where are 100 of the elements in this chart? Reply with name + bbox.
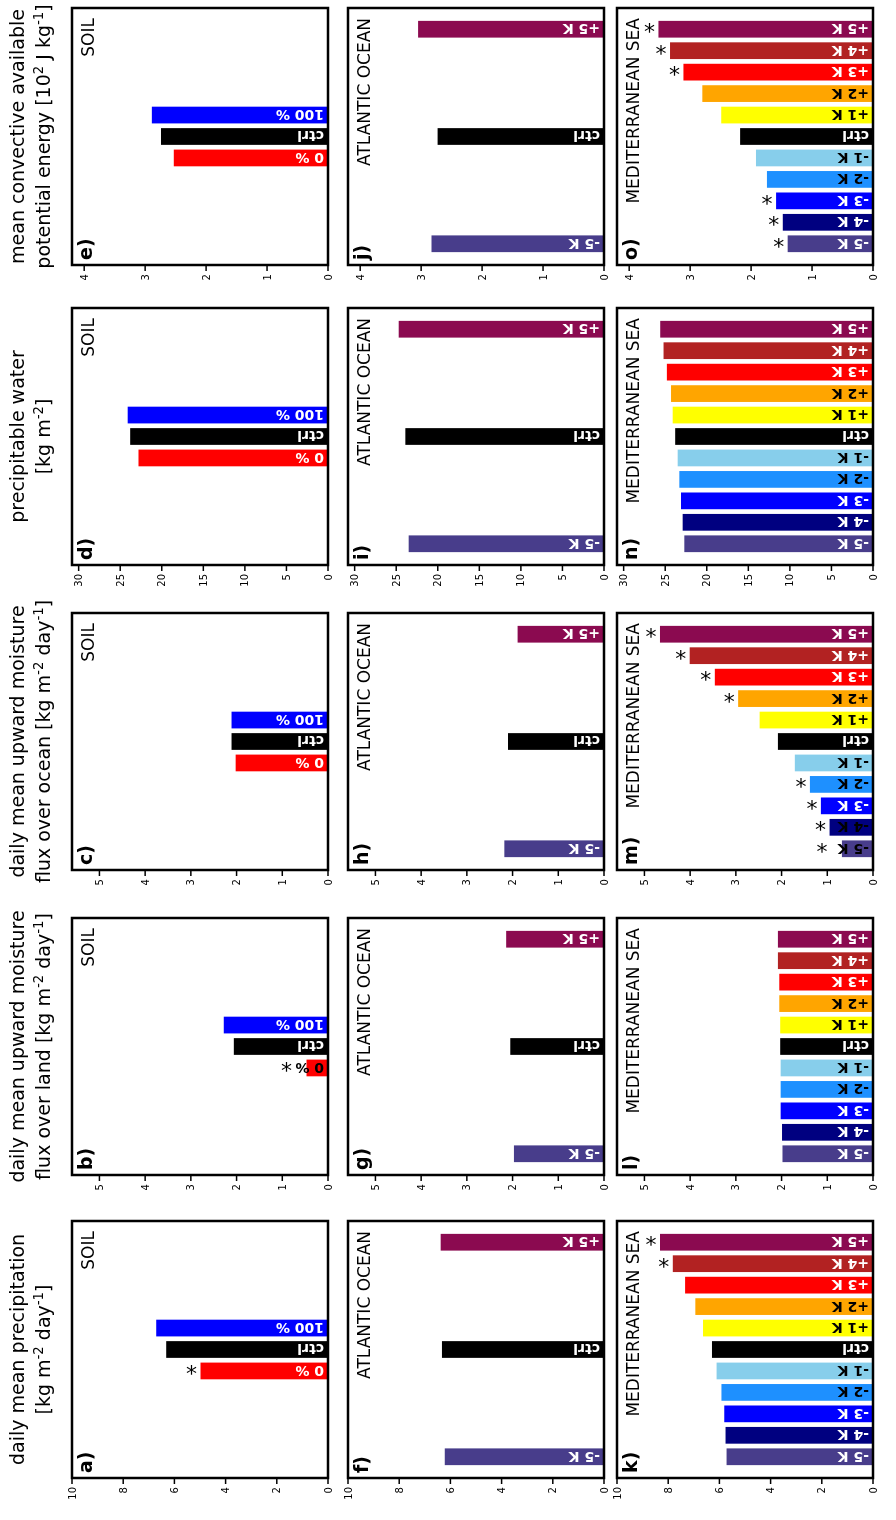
x-tick-label: 10 [342, 1487, 354, 1500]
text: SOIL [78, 927, 98, 967]
y-tick-label: -5 K [836, 535, 869, 552]
bar [683, 63, 873, 81]
y-tick-label: +1 K [830, 1017, 869, 1034]
x-tick-label: 0 [598, 1184, 610, 1191]
text: l) [619, 1154, 641, 1170]
x-tick-label: 5 [825, 574, 837, 581]
y-tick-label: 0 % [295, 1362, 324, 1379]
text: e) [74, 238, 96, 260]
x-tick-label: 0 [867, 1487, 879, 1494]
x-tick-label: 30 [618, 574, 630, 587]
x-tick-label: 2 [200, 274, 212, 281]
text: SOIL [78, 1230, 98, 1270]
text: b) [74, 1147, 96, 1170]
y-tick-label: -5 K [567, 1145, 600, 1162]
y-tick-label: ctrl [842, 128, 869, 145]
bar [702, 85, 873, 102]
x-tick-label: 4 [415, 879, 427, 886]
text: MEDITERRANEAN SEA [623, 317, 643, 504]
text: ATLANTIC OCEAN [354, 18, 374, 166]
x-tick-label: 6 [444, 1487, 456, 1494]
x-tick-label: 1 [821, 1184, 833, 1191]
y-tick-label: -5 K [836, 840, 869, 857]
y-tick-label: -2 K [836, 471, 869, 488]
x-tick-label: 3 [461, 1184, 473, 1191]
y-tick-label: ctrl [297, 733, 324, 750]
x-tick-label: 20 [701, 574, 713, 587]
bar [672, 1255, 873, 1273]
y-tick-label: -1 K [836, 754, 869, 771]
annotation: * [655, 40, 667, 66]
x-tick-label: 1 [821, 879, 833, 886]
x-tick-label: 6 [168, 1487, 180, 1494]
y-tick-label: ctrl [573, 733, 600, 750]
bar [504, 840, 604, 858]
y-tick-label: -3 K [836, 1102, 869, 1119]
x-tick-label: 0 [322, 274, 334, 281]
y-tick-label: -4 K [836, 1124, 869, 1141]
annotation: * [280, 1057, 292, 1083]
y-tick-label: 100 % [275, 1017, 324, 1034]
text: ATLANTIC OCEAN [354, 318, 374, 466]
y-tick-label: -5 K [567, 235, 600, 252]
text: MEDITERRANEAN SEA [623, 622, 643, 809]
y-tick-label: +3 K [830, 364, 869, 381]
text: MEDITERRANEAN SEA [623, 1230, 643, 1417]
x-tick-label: 3 [185, 1184, 197, 1191]
x-tick-label: 10 [611, 1487, 623, 1500]
y-tick-label: ctrl [842, 733, 869, 750]
bar [721, 1384, 873, 1401]
x-tick-label: 0 [598, 574, 610, 581]
text: o) [619, 238, 641, 260]
y-tick-label: +3 K [830, 669, 869, 686]
bar [660, 1233, 873, 1251]
y-tick-label: 0 % [295, 754, 324, 771]
y-tick-label: +5 K [561, 21, 600, 38]
y-tick-label: +1 K [830, 1320, 869, 1337]
y-tick-label: +2 K [830, 1298, 869, 1315]
y-tick-label: 100 % [275, 407, 324, 424]
x-tick-label: 3 [139, 274, 151, 281]
bar [671, 385, 873, 402]
x-tick-label: 8 [662, 1487, 674, 1494]
x-tick-label: 0 [598, 1487, 610, 1494]
bar [725, 1426, 873, 1444]
annotation: * [645, 1232, 657, 1258]
text: a) [74, 1451, 96, 1473]
y-tick-label: ctrl [297, 1341, 324, 1358]
y-tick-label: 100 % [275, 107, 324, 124]
x-tick-label: 30 [73, 574, 85, 587]
x-tick-label: 3 [415, 274, 427, 281]
bar [689, 647, 873, 665]
bar [658, 20, 873, 38]
annotation: * [186, 1360, 198, 1386]
y-tick-label: -4 K [836, 1427, 869, 1444]
text: n) [619, 537, 641, 560]
y-tick-label: -4 K [836, 214, 869, 231]
x-tick-label: 0 [867, 879, 879, 886]
bar [138, 449, 328, 467]
text: MEDITERRANEAN SEA [623, 927, 643, 1114]
x-tick-label: 2 [271, 1487, 283, 1494]
y-tick-label: ctrl [842, 428, 869, 445]
annotation: * [658, 1253, 670, 1279]
text: c) [74, 845, 96, 865]
y-tick-label: +1 K [830, 107, 869, 124]
x-tick-label: 2 [745, 274, 757, 281]
bar [672, 406, 873, 424]
text: SOIL [78, 622, 98, 662]
x-tick-label: 1 [537, 274, 549, 281]
text: k) [619, 1451, 641, 1473]
x-tick-label: 25 [390, 574, 402, 587]
y-tick-label: +3 K [830, 974, 869, 991]
x-tick-label: 20 [432, 574, 444, 587]
x-tick-label: 5 [93, 1184, 105, 1191]
y-tick-label: ctrl [573, 1038, 600, 1055]
text: ATLANTIC OCEAN [354, 1231, 374, 1379]
bar [685, 1276, 873, 1294]
bar [670, 42, 873, 60]
x-tick-label: 3 [185, 879, 197, 886]
x-tick-label: 1 [552, 1184, 564, 1191]
x-tick-label: 4 [684, 1184, 696, 1191]
bar [738, 690, 873, 707]
